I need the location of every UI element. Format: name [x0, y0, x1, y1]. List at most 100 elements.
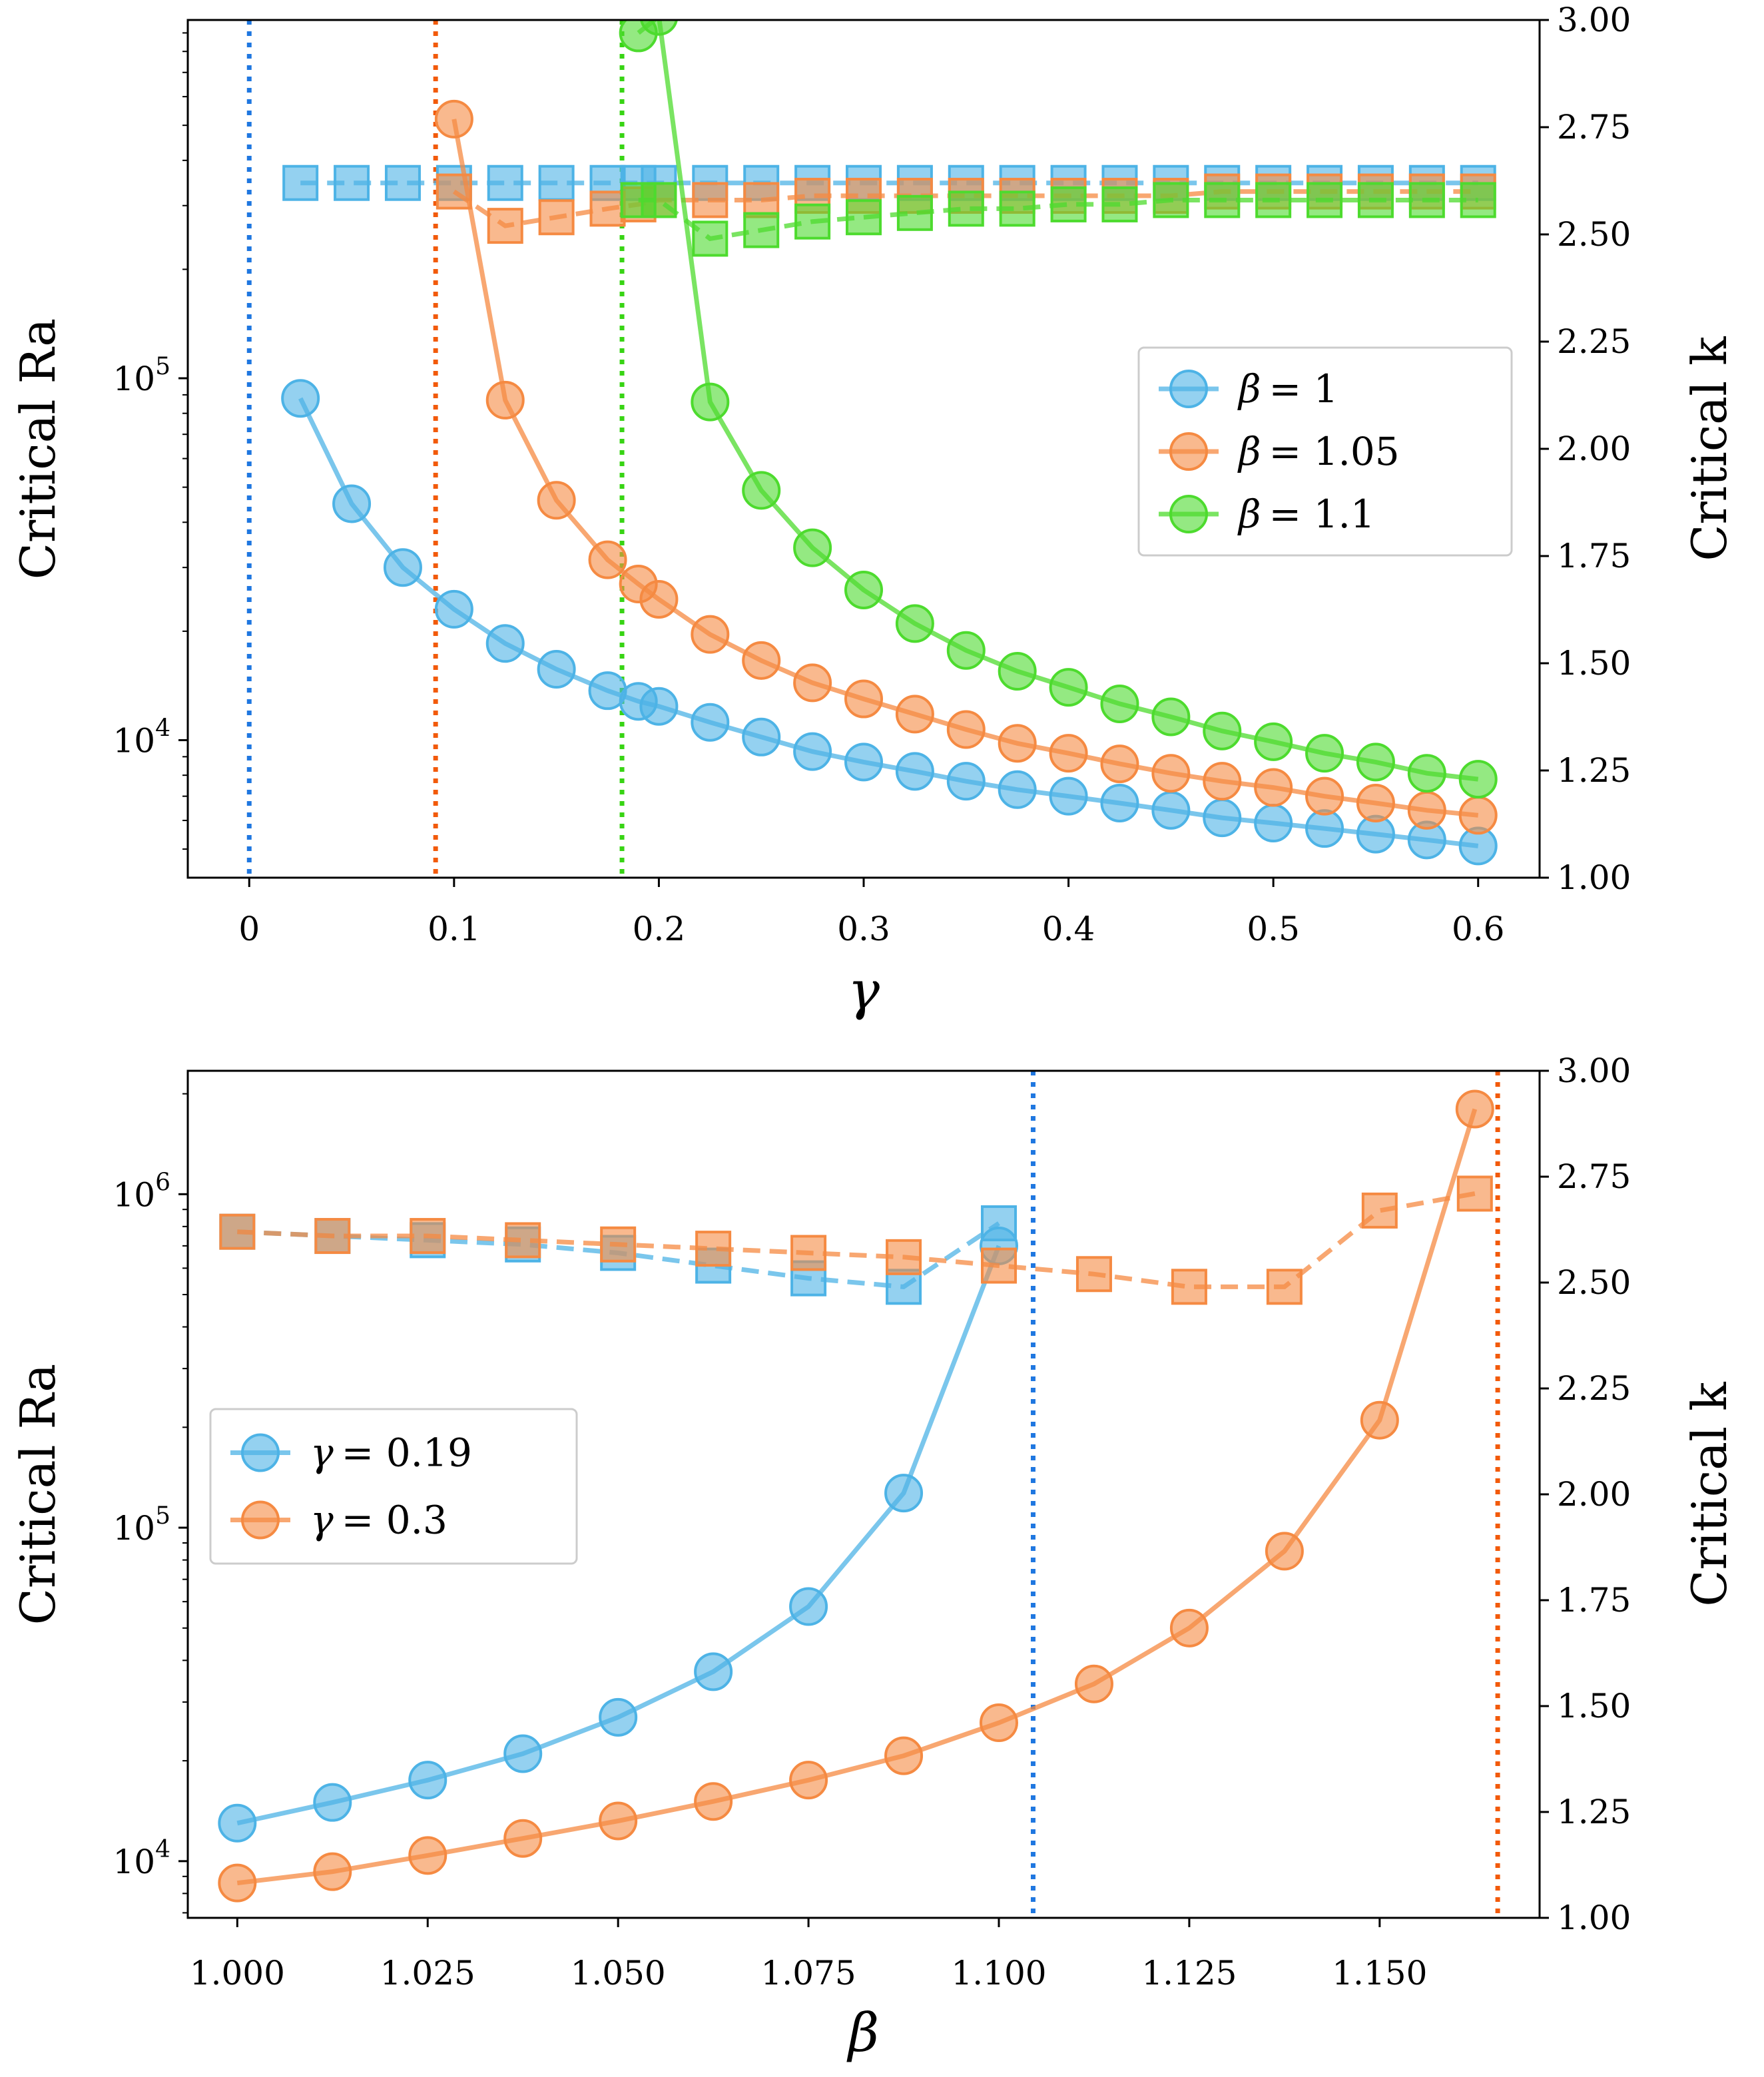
critical-ra-marker — [639, 687, 679, 726]
x-tick-label: 1.000 — [190, 1954, 285, 1992]
critical-k-marker — [600, 1226, 637, 1263]
critical-ra-marker — [1458, 796, 1498, 835]
critical-ra-marker — [1100, 684, 1139, 723]
critical-ra-marker — [503, 1819, 543, 1858]
critical-ra-marker — [1458, 760, 1498, 799]
critical-k-marker — [1357, 182, 1394, 218]
critical-ra-marker — [1203, 762, 1242, 801]
critical-ra-marker — [1100, 784, 1139, 823]
critical-ra-marker — [639, 579, 679, 619]
critical-ra-marker — [218, 1803, 257, 1843]
critical-k-marker — [846, 199, 882, 236]
legend-label: β = 1.1 — [1237, 491, 1375, 537]
critical-k-line — [452, 189, 1478, 228]
critical-k-marker — [1307, 182, 1343, 218]
critical-ra-marker — [1265, 1532, 1304, 1571]
critical-ra-marker — [485, 380, 525, 420]
critical-ra-marker — [742, 471, 781, 510]
legend-label: β = 1 — [1237, 366, 1338, 412]
y-tick-left-label: 104 — [113, 1836, 170, 1881]
y-tick-right-label: 2.00 — [1557, 1475, 1631, 1514]
plot-area — [246, 20, 1498, 878]
y-tick-right-label: 1.25 — [1557, 1793, 1631, 1831]
y-tick-right-label: 3.00 — [1557, 1051, 1631, 1090]
critical-ra-marker — [1203, 798, 1242, 838]
bottom-panel: 1.000 1.025 1.050 1.075 1.100 1.125 1.150 104 10… — [10, 1051, 1737, 2064]
y-tick-right-label: 1.75 — [1557, 1581, 1631, 1620]
critical-k-marker — [436, 173, 472, 210]
critical-ra-marker — [844, 679, 883, 719]
critical-ra-marker — [434, 99, 473, 139]
critical-k-marker — [1456, 1175, 1493, 1212]
critical-ra-marker — [1203, 711, 1242, 750]
critical-k-marker — [1050, 186, 1087, 222]
critical-ra-marker — [1356, 742, 1395, 782]
legend-marker — [1169, 432, 1208, 471]
critical-ra-marker — [946, 631, 986, 670]
critical-k-marker — [886, 1239, 922, 1275]
critical-k-line — [237, 1191, 1476, 1289]
x-tick-label: 1.150 — [1332, 1954, 1427, 1992]
critical-ra-marker — [789, 1587, 828, 1626]
critical-k-marker — [896, 194, 933, 231]
critical-k-marker — [743, 182, 780, 218]
legend-marker — [241, 1500, 280, 1540]
critical-ra-marker — [313, 1852, 352, 1891]
critical-ra-marker — [691, 615, 730, 654]
critical-k-marker — [1204, 182, 1241, 218]
y-tick-left-label: 105 — [113, 353, 170, 398]
y-tick-right-label: 2.00 — [1557, 430, 1631, 468]
x-tick-label: 1.025 — [380, 1954, 475, 1992]
critical-k-marker — [538, 164, 575, 201]
top-panel: 0 0.1 0.2 0.3 0.4 0.5 0.6 104 105 1.00 1.25 1.50 1.7… — [10, 1, 1737, 1022]
critical-ra-marker — [789, 1761, 828, 1800]
critical-ra-marker — [884, 1736, 924, 1775]
critical-k-marker — [1075, 1256, 1112, 1293]
critical-k-marker — [410, 1218, 446, 1255]
legend-box — [209, 1408, 578, 1565]
critical-k-marker — [1361, 1192, 1398, 1229]
critical-ra-marker — [998, 724, 1037, 763]
critical-ra-marker — [1049, 668, 1088, 707]
critical-k-marker — [487, 208, 523, 244]
critical-ra-marker — [1151, 754, 1191, 793]
critical-k-marker — [1153, 182, 1189, 218]
x-tick-label: 0.5 — [1247, 910, 1300, 948]
critical-ra-marker — [1169, 1608, 1209, 1647]
legend-marker — [1169, 495, 1208, 533]
critical-k-marker — [538, 199, 575, 236]
y-tick-right-label: 2.50 — [1557, 215, 1631, 254]
legend-label: β = 1.05 — [1237, 429, 1400, 474]
x-tick-label: 1.125 — [1141, 1954, 1237, 1992]
critical-ra-marker — [383, 548, 422, 587]
critical-ra-marker — [742, 717, 781, 756]
critical-ra-marker — [1049, 734, 1088, 773]
y-tick-right-label: 1.75 — [1557, 537, 1631, 575]
critical-ra-marker — [639, 20, 678, 36]
critical-k-marker — [981, 1247, 1017, 1284]
y-axis-right-label: Critical k — [1681, 336, 1737, 561]
critical-k-marker — [505, 1222, 541, 1259]
critical-ra-marker — [793, 528, 832, 567]
x-tick-label: 0.2 — [633, 910, 686, 948]
critical-ra-marker — [434, 589, 473, 629]
x-tick-label: 0.6 — [1452, 910, 1505, 948]
legend-marker — [1169, 370, 1208, 408]
x-axis-label: β — [846, 2002, 879, 2064]
critical-ra-marker — [313, 1783, 352, 1822]
y-tick-right-label: 2.25 — [1557, 322, 1631, 361]
critical-ra-marker — [946, 762, 986, 801]
critical-ra-marker — [408, 1761, 447, 1800]
critical-ra-marker — [588, 540, 627, 579]
critical-ra-marker — [599, 1801, 638, 1841]
critical-k-marker — [1266, 1269, 1303, 1305]
critical-ra-marker — [1151, 790, 1191, 830]
critical-ra-marker — [1407, 790, 1446, 830]
legend: β = 1 β = 1.05 β = 1.1 — [1137, 346, 1513, 557]
critical-k-marker — [1408, 182, 1445, 218]
critical-k-marker — [886, 1269, 922, 1305]
critical-k-marker — [282, 164, 319, 201]
critical-ra-marker — [793, 732, 832, 771]
x-tick-label: 1.075 — [761, 1954, 856, 1992]
